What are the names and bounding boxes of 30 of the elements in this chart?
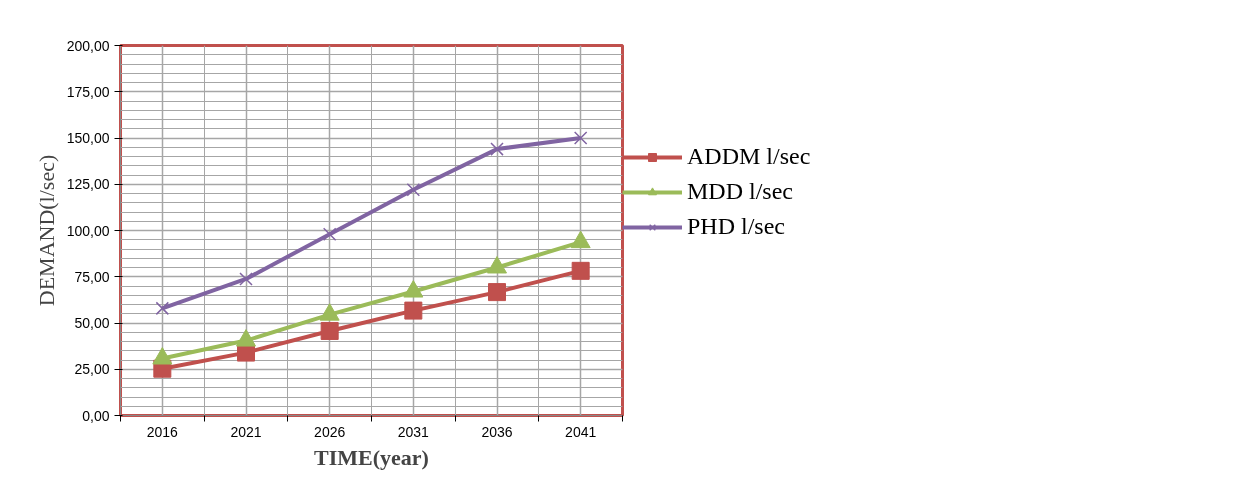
x-tick-label: 2026 [314,423,346,440]
point [571,261,590,280]
point [239,272,253,286]
point [322,227,337,241]
x-tick-label: 2016 [146,423,179,440]
y-tick-label: 175,00 [66,83,110,100]
legend-label: ADDM l/sec [687,143,811,170]
point [155,301,170,316]
point [488,283,506,302]
x-tick-label: 2036 [481,423,513,440]
y-axis-title: DEMAND(l/sec) [33,154,59,307]
x-tick-label: 2021 [230,423,262,440]
legend-label: PHD l/sec [687,213,785,240]
point [406,183,421,197]
y-tick-label: 200,00 [66,37,110,54]
y-tick-label: 75,00 [74,268,110,285]
legend-label: MDD l/sec [687,178,793,205]
x-axis-title: TIME(year) [314,444,429,470]
y-tick-label: 125,00 [66,176,110,193]
point [573,131,588,145]
point [490,142,504,156]
y-tick-label: 100,00 [66,222,110,239]
x-tick-label: 2031 [397,423,430,440]
y-tick-label: 0,00 [82,407,110,424]
y-tick-label: 25,00 [74,361,110,378]
y-tick-label: 150,00 [66,130,110,146]
y-tick-label: 50,00 [74,315,110,331]
x-tick-label: 2041 [565,423,597,440]
point [404,301,423,320]
point [320,321,339,340]
